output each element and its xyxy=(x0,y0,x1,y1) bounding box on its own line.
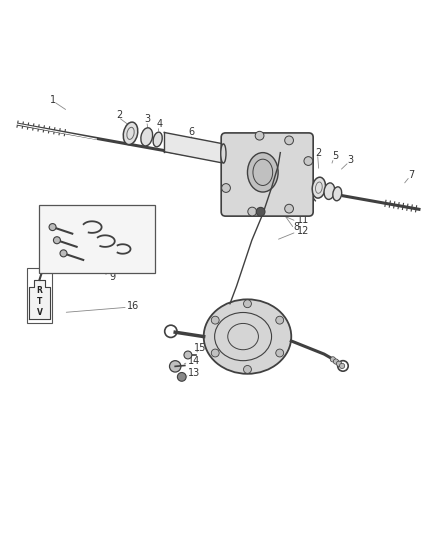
Circle shape xyxy=(256,207,265,216)
Ellipse shape xyxy=(123,122,138,144)
Circle shape xyxy=(285,204,293,213)
Bar xyxy=(27,268,52,322)
Text: 1: 1 xyxy=(50,95,57,105)
Ellipse shape xyxy=(312,177,325,198)
Circle shape xyxy=(60,250,67,257)
Polygon shape xyxy=(164,133,223,163)
Circle shape xyxy=(211,349,219,357)
Text: 16: 16 xyxy=(127,301,139,311)
Text: 7: 7 xyxy=(409,169,415,180)
Circle shape xyxy=(177,373,186,381)
Circle shape xyxy=(333,359,339,364)
Circle shape xyxy=(276,316,284,324)
Ellipse shape xyxy=(204,300,291,374)
Circle shape xyxy=(276,349,284,357)
Text: 9: 9 xyxy=(110,272,116,282)
FancyBboxPatch shape xyxy=(221,133,313,216)
Ellipse shape xyxy=(324,183,335,199)
Ellipse shape xyxy=(153,132,162,147)
Ellipse shape xyxy=(333,187,342,201)
Ellipse shape xyxy=(221,144,226,163)
Text: 2: 2 xyxy=(315,148,321,158)
Polygon shape xyxy=(29,280,50,319)
Circle shape xyxy=(255,131,264,140)
Circle shape xyxy=(248,207,257,216)
Text: 8: 8 xyxy=(293,222,300,232)
Text: 15: 15 xyxy=(194,343,206,352)
Circle shape xyxy=(170,361,181,372)
Text: 4: 4 xyxy=(156,119,162,129)
Circle shape xyxy=(184,351,192,359)
Circle shape xyxy=(49,223,56,231)
Circle shape xyxy=(339,364,345,368)
Bar xyxy=(39,205,155,273)
Text: 14: 14 xyxy=(187,356,200,366)
Text: 11: 11 xyxy=(297,215,309,225)
Ellipse shape xyxy=(141,128,152,146)
Circle shape xyxy=(330,357,336,362)
Text: 12: 12 xyxy=(297,225,309,236)
Circle shape xyxy=(336,361,342,366)
Circle shape xyxy=(244,300,251,308)
Circle shape xyxy=(222,184,230,192)
Circle shape xyxy=(304,157,313,165)
Text: R
T
V: R T V xyxy=(36,286,42,317)
Text: 6: 6 xyxy=(188,127,194,138)
Ellipse shape xyxy=(247,152,278,192)
Text: 13: 13 xyxy=(188,368,201,378)
Circle shape xyxy=(53,237,60,244)
Circle shape xyxy=(244,366,251,374)
Text: 10: 10 xyxy=(297,205,309,215)
Text: 3: 3 xyxy=(347,155,353,165)
Text: 5: 5 xyxy=(332,151,338,161)
Circle shape xyxy=(285,136,293,145)
Text: 2: 2 xyxy=(116,110,122,120)
Circle shape xyxy=(211,316,219,324)
Text: 3: 3 xyxy=(145,115,151,124)
